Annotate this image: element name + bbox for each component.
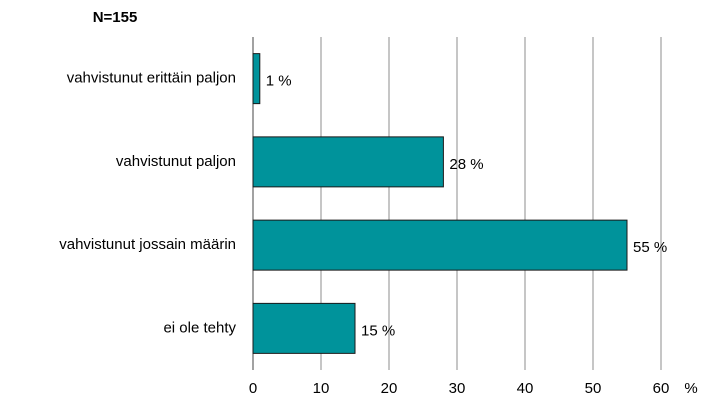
bar xyxy=(252,136,444,188)
x-tick-label: 0 xyxy=(249,380,257,397)
bar xyxy=(252,302,356,354)
x-tick-label: 10 xyxy=(313,380,330,397)
y-tick-label: vahvistunut jossain määrin xyxy=(59,236,236,253)
y-tick-label: vahvistunut erittäin paljon xyxy=(67,70,236,87)
value-label: 55 % xyxy=(633,239,667,256)
chart-title: N=155 xyxy=(93,9,138,26)
x-axis-label: % xyxy=(684,380,697,397)
value-label: 15 % xyxy=(361,322,395,339)
x-tick-label: 60 xyxy=(653,380,670,397)
y-tick-label: ei ole tehty xyxy=(163,319,236,336)
bar xyxy=(252,53,261,105)
value-label: 28 % xyxy=(449,156,483,173)
x-tick-label: 30 xyxy=(449,380,466,397)
x-tick-label: 50 xyxy=(585,380,602,397)
y-tick-label: vahvistunut paljon xyxy=(116,153,236,170)
x-tick-label: 20 xyxy=(381,380,398,397)
bar xyxy=(252,219,628,271)
value-label: 1 % xyxy=(266,73,292,90)
x-tick-label: 40 xyxy=(517,380,534,397)
